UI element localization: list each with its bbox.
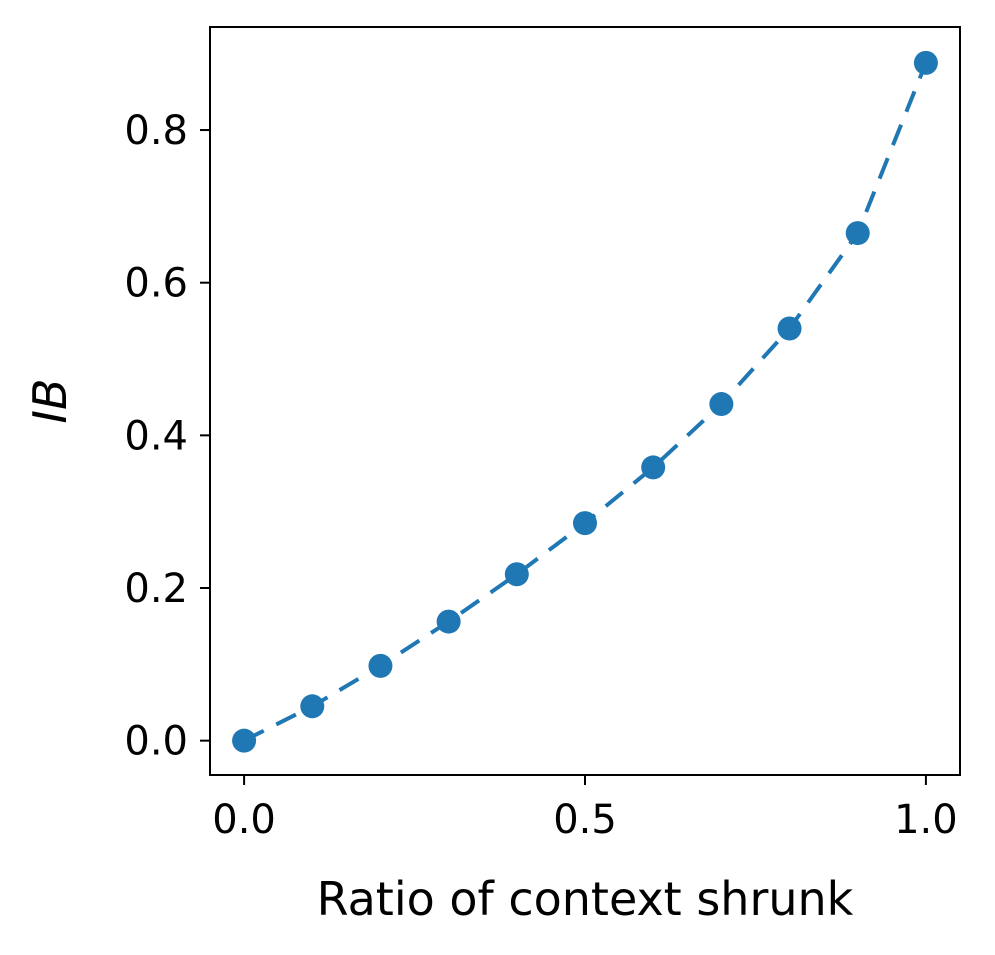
y-axis-ticks: 0.0 0.2 0.4 0.6 0.8 bbox=[124, 108, 210, 765]
y-tick-label: 0.0 bbox=[124, 719, 188, 765]
y-tick-label: 0.6 bbox=[124, 261, 188, 307]
data-point bbox=[436, 609, 461, 634]
data-point bbox=[573, 511, 597, 536]
x-tick-label: 1.0 bbox=[894, 797, 958, 843]
y-tick-label: 0.2 bbox=[124, 566, 188, 612]
data-point bbox=[368, 653, 393, 678]
data-point bbox=[777, 316, 802, 341]
data-point bbox=[845, 221, 870, 246]
plot-series bbox=[232, 50, 938, 753]
y-tick-label: 0.8 bbox=[124, 108, 188, 154]
data-point bbox=[709, 392, 734, 417]
data-point bbox=[232, 728, 257, 753]
x-tick-label: 0.0 bbox=[212, 797, 276, 843]
data-point bbox=[641, 455, 666, 480]
x-axis-label: Ratio of context shrunk bbox=[317, 872, 854, 926]
plot-frame bbox=[209, 26, 961, 776]
data-point bbox=[504, 562, 529, 587]
series-line bbox=[243, 62, 928, 743]
y-axis-label: IB bbox=[23, 378, 77, 423]
y-tick-label: 0.4 bbox=[124, 413, 188, 459]
data-point bbox=[300, 694, 325, 719]
x-tick-label: 0.5 bbox=[553, 797, 617, 843]
data-point bbox=[913, 50, 938, 75]
x-axis-ticks: 0.0 0.5 1.0 bbox=[212, 775, 958, 843]
